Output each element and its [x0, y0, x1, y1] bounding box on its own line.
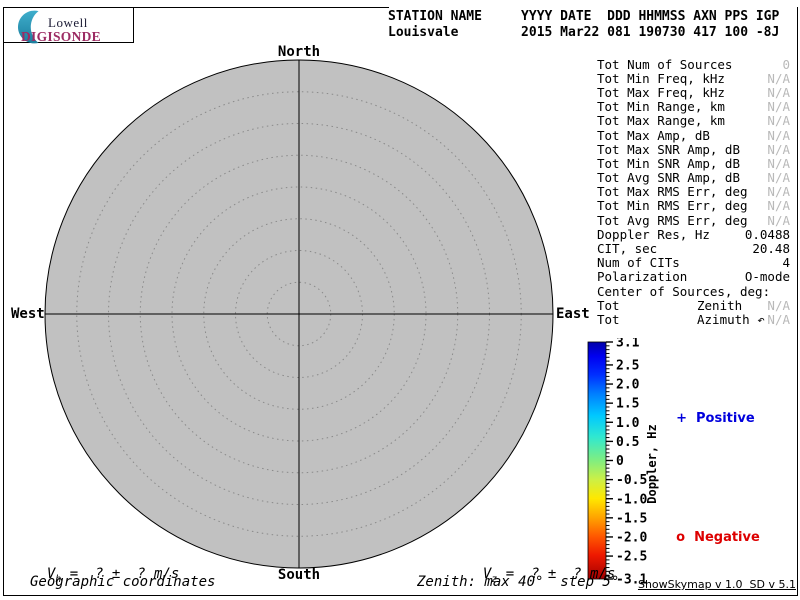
stat-row: Tot Max SNR Amp, dB N/A	[597, 142, 790, 156]
stat-label: Tot Min RMS Err, deg	[597, 198, 748, 213]
stat-label: CIT, sec	[597, 241, 657, 256]
colorbar-tick-label: -2.0	[616, 531, 647, 546]
stat-label: Tot	[597, 298, 620, 313]
stat-value: N/A	[767, 128, 790, 143]
colorbar-gradient-bar	[588, 342, 606, 579]
stat-value: N/A	[767, 113, 790, 128]
colorbar-tick-label: 0	[616, 454, 624, 469]
doppler-colorbar: 3.12.52.01.51.00.50-0.5-1.0-1.5-2.0-2.5-…	[585, 338, 800, 590]
stat-row: Num of CITs 4	[597, 256, 790, 270]
stat-label: Tot Max RMS Err, deg	[597, 184, 748, 199]
stat-sublabel: Azimuth ↶	[697, 312, 765, 327]
stat-label: Doppler Res, Hz	[597, 227, 710, 242]
stat-row: Tot Min RMS Err, deg N/A	[597, 199, 790, 213]
stat-label: Tot Min Range, km	[597, 99, 725, 114]
stat-row: Tot Num of Sources 0	[597, 57, 790, 71]
colorbar-tick-label: 2.0	[616, 378, 640, 393]
positive-legend-label: Positive	[696, 411, 755, 426]
colorbar-tick-label: -0.5	[616, 473, 647, 488]
stat-value: N/A	[767, 142, 790, 157]
stat-value: N/A	[767, 170, 790, 185]
stat-label: Tot Avg SNR Amp, dB	[597, 170, 740, 185]
stat-row: Doppler Res, Hz 0.0488	[597, 227, 790, 241]
stat-row: Tot Min Range, km N/A	[597, 100, 790, 114]
stat-value: 20.48	[752, 241, 790, 256]
stat-row: Tot Min SNR Amp, dB N/A	[597, 156, 790, 170]
stat-row: Polarization O-mode	[597, 270, 790, 284]
stat-value: 4	[782, 255, 790, 270]
stat-label: Tot Min Freq, kHz	[597, 71, 725, 86]
coordinates-note: Geographic coordinates	[30, 574, 215, 590]
stat-label: Center of Sources, deg:	[597, 284, 770, 299]
stat-row: Tot Avg SNR Amp, dB N/A	[597, 171, 790, 185]
stat-row: Tot Min Freq, kHz N/A	[597, 71, 790, 85]
app-version-text: ShowSkymap v 1.0 SD v 5.1	[638, 578, 796, 591]
negative-legend-label: Negative	[694, 530, 760, 545]
colorbar-tick-label: -1.5	[616, 511, 647, 526]
stat-label: Polarization	[597, 269, 687, 284]
stat-label: Tot	[597, 312, 620, 327]
stat-row: Tot Max Amp, dB N/A	[597, 128, 790, 142]
stat-value: O-mode	[745, 269, 790, 284]
stat-row: CIT, sec 20.48	[597, 241, 790, 255]
colorbar-tick-label: 3.1	[616, 338, 640, 351]
colorbar-tick-label: 2.5	[616, 358, 639, 373]
stat-value: N/A	[767, 312, 790, 327]
stat-value: N/A	[767, 213, 790, 228]
stat-row: Center of Sources, deg:	[597, 284, 790, 298]
stat-label: Tot Avg RMS Err, deg	[597, 213, 748, 228]
stat-row: Tot Azimuth ↶ N/A	[597, 312, 790, 326]
colorbar-axis-label: Doppler, Hz	[645, 424, 659, 503]
compass-north-label: North	[278, 44, 320, 60]
stat-row: Tot Avg RMS Err, deg N/A	[597, 213, 790, 227]
zenith-scale-note: Zenith: max 40° step 5°	[417, 574, 619, 590]
negative-doppler-legend: o Negative	[667, 515, 760, 545]
colorbar-tick-label: 1.0	[616, 416, 640, 431]
stat-label: Tot Max Amp, dB	[597, 128, 710, 143]
stat-label: Tot Max SNR Amp, dB	[597, 142, 740, 157]
stat-value: N/A	[767, 85, 790, 100]
stat-label: Tot Max Range, km	[597, 113, 725, 128]
stat-value: N/A	[767, 71, 790, 86]
stat-row: Tot Zenith N/A	[597, 298, 790, 312]
compass-south-label: South	[278, 567, 320, 583]
stat-label: Tot Min SNR Amp, dB	[597, 156, 740, 171]
skymap-polar-plot	[0, 0, 600, 600]
stat-value: N/A	[767, 156, 790, 171]
plus-marker-icon: +	[676, 411, 687, 426]
colorbar-tick-label: 1.5	[616, 397, 639, 412]
stat-value: N/A	[767, 198, 790, 213]
statistics-panel: Tot Num of Sources 0 Tot Min Freq, kHz N…	[597, 57, 790, 327]
colorbar-tick-label: -2.5	[616, 550, 647, 565]
stat-value: 0.0488	[745, 227, 790, 242]
stat-row: Tot Max Range, km N/A	[597, 114, 790, 128]
stat-sublabel: Zenith	[697, 298, 742, 313]
stat-label: Tot Max Freq, kHz	[597, 85, 725, 100]
stat-label: Num of CITs	[597, 255, 680, 270]
showskymap-window: { "logo": { "line1": "Lowell", "line2": …	[0, 0, 800, 600]
circle-marker-icon: o	[676, 530, 685, 545]
stat-label: Tot Num of Sources	[597, 57, 732, 72]
stat-value: N/A	[767, 298, 790, 313]
stat-value: N/A	[767, 184, 790, 199]
stat-value: N/A	[767, 99, 790, 114]
compass-west-label: West	[11, 306, 45, 322]
stat-row: Tot Max Freq, kHz N/A	[597, 85, 790, 99]
colorbar-tick-label: 0.5	[616, 435, 639, 450]
stat-value: 0	[782, 57, 790, 72]
compass-east-label: East	[556, 306, 590, 322]
positive-doppler-legend: + Positive	[667, 396, 755, 426]
stat-row: Tot Max RMS Err, deg N/A	[597, 185, 790, 199]
colorbar-tick-label: -1.0	[616, 492, 647, 507]
